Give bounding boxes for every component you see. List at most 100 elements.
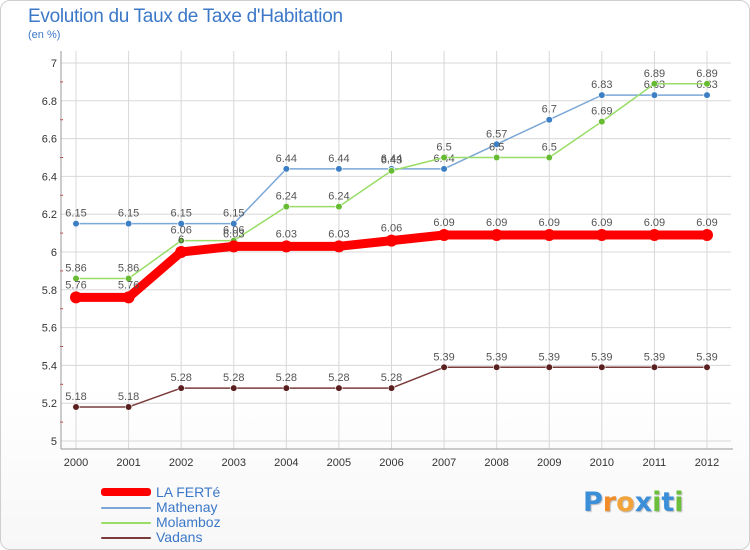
data-label: 6.09 (696, 217, 717, 229)
logo-letter: t (661, 487, 675, 518)
data-point (493, 153, 501, 162)
data-label: 5.39 (591, 351, 612, 363)
proxiti-logo: Proxiti (583, 487, 684, 518)
y-tick-label: 5 (51, 436, 57, 448)
data-label: 5.28 (381, 372, 402, 384)
data-label: 6.44 (381, 153, 402, 165)
data-point (177, 237, 185, 245)
data-point (124, 220, 133, 228)
data-label: 6.06 (381, 223, 402, 235)
x-tick-label: 2009 (537, 457, 561, 469)
data-label: 6.09 (644, 217, 665, 229)
data-label: 6.83 (591, 79, 612, 91)
data-label: 5.28 (223, 372, 244, 384)
y-tick-label: 7 (51, 58, 57, 70)
logo-letter: i (674, 487, 684, 518)
data-label: 6.44 (276, 153, 297, 165)
data-label: 6.15 (65, 208, 86, 220)
logo-letter: i (652, 487, 662, 518)
data-point (124, 403, 133, 411)
data-point (490, 228, 503, 241)
data-label: 6.06 (223, 225, 244, 237)
data-point (545, 116, 553, 124)
data-label: 6.15 (118, 208, 139, 220)
data-point (650, 91, 659, 99)
data-label: 6.7 (542, 104, 557, 116)
data-point (335, 203, 343, 211)
data-label: 6.03 (223, 228, 244, 240)
x-tick-label: 2000 (64, 457, 88, 469)
data-label: 6.57 (486, 128, 507, 140)
data-point (438, 228, 451, 241)
data-label: 6.89 (644, 68, 665, 80)
data-point (70, 291, 82, 304)
legend-swatch (101, 488, 151, 496)
data-point (72, 220, 80, 228)
data-point (230, 220, 238, 228)
data-point (282, 203, 290, 211)
data-label: 5.86 (118, 262, 139, 274)
data-point (440, 363, 448, 371)
data-label: 6.24 (276, 191, 297, 203)
data-point (280, 240, 293, 253)
data-label: 5.39 (433, 351, 454, 363)
data-label: 6.44 (328, 153, 349, 165)
data-point (598, 117, 606, 126)
y-tick-label: 6.4 (42, 171, 57, 183)
chart-subtitle: (en %) (28, 29, 61, 41)
data-label: 5.39 (539, 351, 560, 363)
data-point (230, 384, 238, 392)
data-point (227, 240, 240, 253)
x-tick-label: 2010 (590, 457, 614, 469)
data-label: 6.09 (433, 217, 454, 229)
legend-label: Molamboz (156, 514, 221, 530)
x-tick-label: 2005 (327, 457, 351, 469)
data-point (650, 363, 659, 371)
data-label: 6.15 (223, 208, 244, 220)
data-point (701, 228, 713, 241)
data-point (545, 153, 553, 162)
chart-title: Evolution du Taux de Taxe d'Habitation (28, 6, 343, 27)
data-point (332, 240, 345, 253)
data-label: 6.15 (170, 208, 191, 220)
data-label: 6.69 (591, 106, 612, 118)
data-point (72, 274, 80, 283)
data-label: 6.09 (539, 217, 560, 229)
data-point (282, 384, 290, 392)
logo-letter: r (602, 487, 617, 518)
x-tick-label: 2006 (379, 457, 403, 469)
data-point (124, 274, 133, 283)
data-label: 6.89 (696, 68, 717, 80)
data-label: 6.43 (381, 155, 402, 167)
data-label: 6.24 (328, 191, 349, 203)
data-label: 6.03 (328, 228, 349, 240)
x-tick-label: 2008 (484, 457, 508, 469)
logo-letter: x (634, 487, 653, 518)
series-0: 5.76 5.766 6.03 6.03 6.03 6.06 6.09 6.09 6.09 6.0… (65, 217, 718, 304)
data-point (387, 384, 396, 392)
data-label: 5.28 (328, 372, 349, 384)
data-point (440, 153, 448, 162)
data-label: 5.18 (65, 391, 86, 403)
data-label: 5.39 (696, 351, 717, 363)
data-label: 5.76 (118, 279, 139, 291)
x-tick-label: 2007 (432, 457, 456, 469)
y-tick-label: 5.6 (42, 323, 57, 335)
x-tick-label: 2003 (222, 457, 246, 469)
data-point (122, 291, 135, 304)
y-tick-label: 6.8 (42, 96, 57, 108)
y-tick-label: 6.2 (42, 209, 57, 221)
data-point (282, 165, 290, 173)
logo-letter: P (583, 487, 603, 518)
data-label: 5.28 (170, 372, 191, 384)
data-point (440, 165, 448, 173)
grid (61, 51, 731, 449)
data-label: 6.5 (436, 142, 451, 154)
x-tick-label: 2012 (695, 457, 719, 469)
data-point (72, 403, 80, 411)
data-point (493, 363, 501, 371)
data-label: 6 (178, 234, 184, 246)
x-tick-label: 2011 (643, 457, 667, 469)
